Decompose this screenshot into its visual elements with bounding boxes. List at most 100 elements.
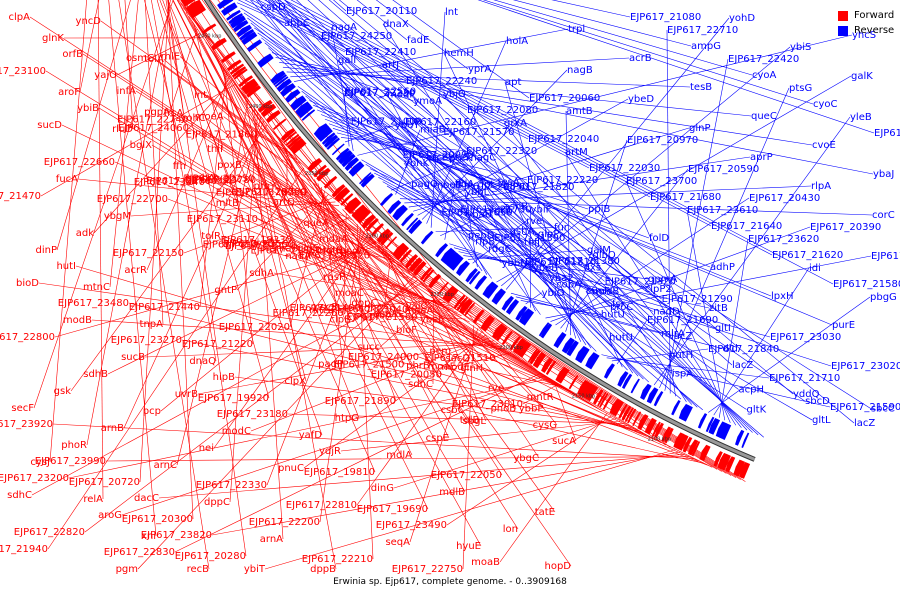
forward-gene-label: EJP617_23920	[0, 419, 53, 430]
forward-feature-arrow	[720, 453, 731, 471]
forward-feature-arrow	[651, 421, 661, 437]
forward-feature-arrow	[627, 408, 637, 424]
forward-gene-label: EJP617_21890	[325, 396, 396, 407]
reverse-gene-label: dnaX	[383, 19, 409, 30]
forward-feature-arrow	[211, 37, 227, 51]
reverse-gene-label: EJP617_21580	[833, 279, 900, 290]
reverse-gene-label: EJP617_23620	[748, 234, 819, 245]
reverse-feature-arrow	[350, 162, 365, 177]
label-leader-line	[223, 116, 671, 448]
label-leader-line	[236, 194, 329, 291]
reverse-gene-label: EJP617_21710	[769, 373, 840, 384]
label-leader-line	[56, 0, 131, 251]
feature-arrows	[180, 0, 751, 479]
forward-gene-label: phrB	[406, 360, 430, 371]
label-leader-line	[185, 11, 339, 308]
reverse-gene-label: EJP617_21010	[874, 128, 900, 139]
label-leader-line	[165, 0, 184, 114]
reverse-gene-label: cyoC	[813, 99, 838, 110]
forward-gene-label: pnuC	[278, 463, 304, 474]
reverse-feature-arrow	[465, 268, 478, 283]
reverse-feature-arrow	[554, 332, 567, 349]
label-leader-line	[442, 93, 748, 431]
forward-gene-label: yajC	[406, 301, 428, 312]
reverse-gene-label: folD	[649, 233, 669, 244]
label-leader-line	[305, 95, 502, 264]
forward-gene-label: dinP	[36, 245, 58, 256]
reverse-gene-label: galI	[338, 55, 356, 66]
reverse-feature-arrow	[408, 219, 421, 233]
label-leader-line	[257, 0, 495, 239]
forward-feature-arrow	[555, 366, 567, 382]
label-leader-line	[209, 0, 505, 389]
label-leader-line	[340, 137, 467, 152]
label-leader-line	[75, 265, 643, 434]
label-leader-line	[462, 325, 475, 570]
forward-gene-label: yafD	[299, 430, 323, 441]
label-leader-line	[144, 0, 187, 167]
label-leader-line	[303, 334, 487, 469]
label-leader-line	[295, 216, 350, 247]
reverse-feature-arrow	[280, 83, 296, 97]
forward-feature-arrow	[357, 210, 371, 224]
forward-gene-label: moaE	[428, 361, 456, 372]
forward-gene-label: tolR	[201, 231, 221, 242]
forward-feature-arrow	[283, 131, 297, 143]
forward-gene-label: crl	[335, 249, 347, 260]
forward-feature-arrow	[579, 381, 592, 398]
forward-gene-label: rveL	[213, 173, 235, 184]
forward-gene-label: moaA	[404, 306, 433, 317]
label-leader-line	[545, 255, 872, 319]
forward-gene-label: rpsP	[323, 272, 345, 283]
label-leader-line	[279, 62, 813, 146]
label-leader-line	[250, 0, 442, 213]
forward-gene-label: EJP617_19690	[357, 504, 428, 515]
label-leader-line	[555, 197, 750, 326]
forward-gene-label: EJP617_24060	[118, 123, 189, 134]
forward-feature-arrow	[645, 418, 657, 435]
label-leader-line	[158, 453, 685, 499]
label-leader-line	[392, 0, 530, 99]
reverse-feature-arrow	[440, 247, 454, 263]
reverse-gene-label: ybhK	[404, 158, 430, 169]
forward-gene-label: EJP617_21870	[216, 188, 287, 199]
label-leader-line	[284, 0, 662, 300]
forward-feature-arrow	[371, 223, 384, 237]
forward-feature-arrow	[344, 197, 358, 210]
forward-feature-arrow	[495, 326, 508, 341]
forward-gene-label: EJP617_24000	[348, 352, 419, 363]
reverse-feature-arrow	[722, 424, 732, 440]
reverse-gene-label: fsr	[612, 299, 626, 310]
reverse-feature-arrow	[258, 55, 274, 68]
reverse-feature-arrow	[277, 80, 292, 92]
reverse-gene-label: glnP	[538, 229, 560, 240]
label-leader-line	[266, 231, 365, 486]
forward-feature-arrow	[243, 81, 259, 95]
forward-gene-label: EJP617_23270	[111, 335, 182, 346]
reverse-feature-arrow	[445, 251, 458, 266]
legend-item-reverse: Reverse	[838, 23, 898, 38]
reverse-feature-arrow	[715, 421, 725, 438]
reverse-feature-arrow	[617, 371, 629, 387]
forward-gene-label: adk	[76, 228, 94, 239]
forward-feature-arrow	[733, 459, 742, 476]
label-leader-line	[79, 0, 100, 93]
reverse-gene-label: EJP617_21690	[647, 315, 718, 326]
label-leader-line	[146, 75, 230, 271]
reverse-gene-label: yhcS	[852, 30, 876, 41]
forward-gene-label: dppC	[351, 298, 377, 309]
label-leader-line	[121, 375, 546, 516]
label-leader-line	[264, 42, 467, 215]
forward-gene-label: bglX	[130, 140, 152, 151]
forward-feature-arrow	[355, 207, 369, 222]
forward-feature-arrow	[241, 78, 256, 90]
label-leader-line	[108, 0, 157, 537]
reverse-feature-arrow	[577, 347, 590, 364]
reverse-gene-label: ybiF	[531, 204, 552, 215]
forward-gene-label: EJP617_22050	[431, 470, 502, 481]
reverse-gene-label: lpxH	[771, 291, 794, 302]
reverse-feature-arrow	[247, 40, 263, 52]
label-leader-line	[409, 328, 479, 543]
forward-gene-label: rluD	[112, 124, 133, 135]
